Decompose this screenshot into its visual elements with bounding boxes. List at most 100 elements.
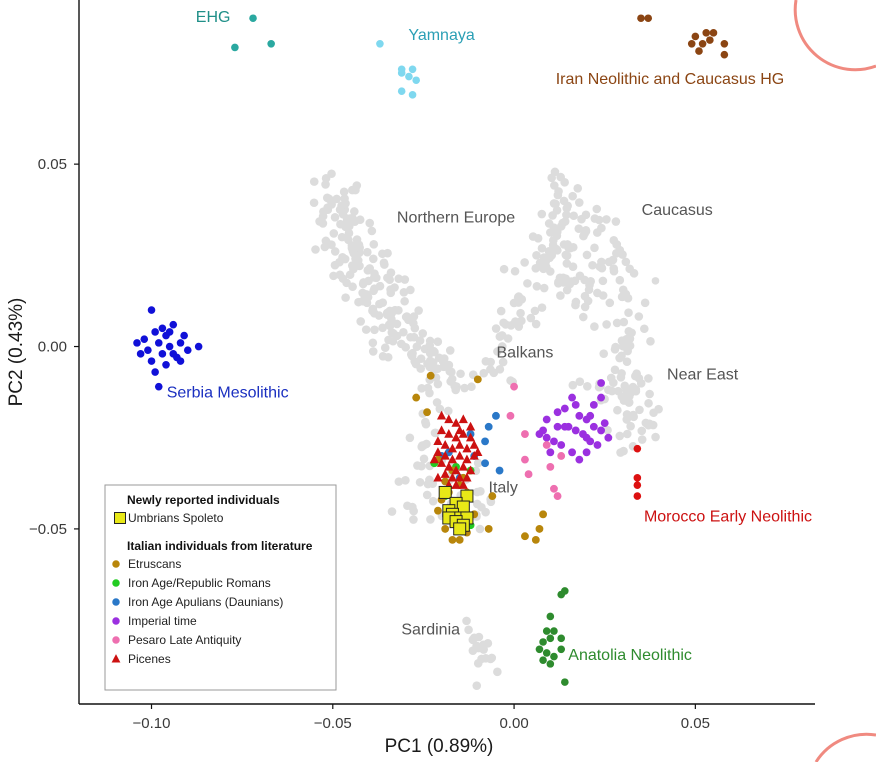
cloud-point: [610, 365, 620, 375]
imperial-time-point: [604, 433, 613, 442]
italy-label: Italy: [489, 479, 518, 496]
cloud-point: [329, 229, 339, 238]
cloud-point: [548, 240, 558, 250]
cloud-point: [363, 247, 372, 257]
cloud-point: [369, 240, 379, 249]
anatolia-neolithic-point: [550, 627, 558, 635]
imperial-time-point: [575, 411, 584, 420]
picenes-point: [473, 447, 483, 456]
cloud-point: [602, 320, 611, 329]
cloud-point: [368, 338, 378, 348]
yamnaya-point: [397, 87, 406, 95]
cloud-point: [385, 275, 394, 285]
cloud-point: [443, 406, 453, 416]
cloud-point: [629, 269, 639, 278]
cloud-point: [425, 388, 434, 398]
cloud-point: [390, 283, 399, 292]
cloud-point: [568, 191, 577, 201]
picenes-point: [451, 465, 461, 475]
cloud-point: [562, 259, 572, 268]
cloud-point: [474, 632, 484, 642]
serbia-mesolithic-point: [176, 357, 185, 365]
etruscans-point: [455, 535, 464, 544]
cloud-point: [354, 240, 364, 250]
iron-age-apulians-daunians-point: [484, 422, 493, 431]
legend-label-picenes: Picenes: [128, 652, 171, 666]
cloud-point: [401, 343, 411, 352]
cloud-point: [392, 319, 402, 329]
cloud-point: [645, 389, 654, 399]
picenes-point: [458, 461, 468, 471]
cloud-point: [617, 351, 626, 361]
cloud-point: [537, 209, 547, 219]
serbia-mesolithic-point: [165, 342, 174, 351]
etruscans-point: [521, 532, 529, 541]
cloud-point: [584, 285, 594, 295]
serbia-mesolithic-point: [151, 328, 159, 336]
morocco-early-neolithic-point: [633, 444, 642, 453]
x-tick-label: −0.10: [133, 715, 171, 732]
cloud-point: [637, 426, 647, 436]
cloud-point: [327, 240, 336, 249]
cloud-point: [456, 369, 465, 379]
imperial-time-point: [597, 426, 605, 435]
cloud-point: [640, 324, 649, 334]
serbia-mesolithic-point: [183, 346, 192, 354]
cloud-point: [467, 382, 476, 392]
serbia-mesolithic-point: [154, 382, 163, 391]
cloud-point: [419, 454, 429, 464]
caucasus-label: Caucasus: [642, 202, 713, 219]
cloud-point: [489, 368, 499, 378]
cloud-point: [481, 653, 491, 663]
serbia-mesolithic-point: [151, 368, 159, 376]
cloud-point: [582, 381, 592, 391]
corner-arc-bottom: [814, 732, 876, 762]
cloud-point: [340, 194, 349, 203]
picenes-point: [455, 472, 465, 482]
ehg-point: [231, 43, 239, 52]
cloud-point: [622, 410, 632, 419]
cloud-point: [608, 255, 618, 265]
cloud-point: [344, 221, 354, 231]
pesaro-late-antiquity-point: [546, 462, 555, 471]
anatolia-neolithic-point: [542, 627, 551, 635]
iran-neolithic-and-caucasus-hg-point: [709, 29, 718, 37]
cloud-point: [368, 347, 378, 356]
imperial-time-point: [586, 437, 595, 446]
etruscans-point: [473, 375, 482, 384]
cloud-point: [554, 279, 563, 288]
cloud-point: [503, 334, 513, 343]
cloud-point: [407, 351, 417, 360]
picenes-point: [462, 443, 472, 453]
legend-label-pesaro-late-antiquity: Pesaro Late Antiquity: [128, 633, 241, 647]
anatolia-neolithic-point: [539, 656, 547, 665]
cloud-point: [617, 292, 627, 302]
cloud-point: [592, 204, 602, 214]
cloud-point: [475, 524, 485, 534]
cloud-point: [330, 260, 340, 270]
cloud-point: [399, 327, 408, 337]
cloud-point: [634, 312, 644, 321]
cloud-point: [409, 332, 419, 342]
cloud-point: [394, 274, 404, 284]
cloud-point: [545, 267, 555, 276]
picenes-point: [458, 414, 468, 424]
cloud-point: [351, 185, 360, 195]
cloud-point: [605, 298, 615, 308]
pesaro-late-antiquity-point: [553, 492, 562, 500]
iran-neolithic-and-caucasus-hg-point: [644, 14, 653, 23]
serbia-mesolithic-point: [140, 335, 149, 344]
cloud-point: [580, 229, 589, 239]
picenes-point: [451, 418, 461, 427]
imperial-time-point: [597, 393, 605, 402]
serbia-mesolithic-point: [165, 328, 174, 336]
picenes-point: [455, 450, 465, 460]
cloud-point: [548, 211, 557, 220]
cloud-point: [506, 321, 516, 330]
cloud-point: [644, 398, 653, 408]
cloud-point: [582, 250, 592, 260]
picenes-point: [440, 439, 450, 449]
imperial-time-point: [571, 400, 580, 409]
x-tick-label: 0.05: [681, 715, 710, 732]
cloud-point: [399, 287, 409, 297]
